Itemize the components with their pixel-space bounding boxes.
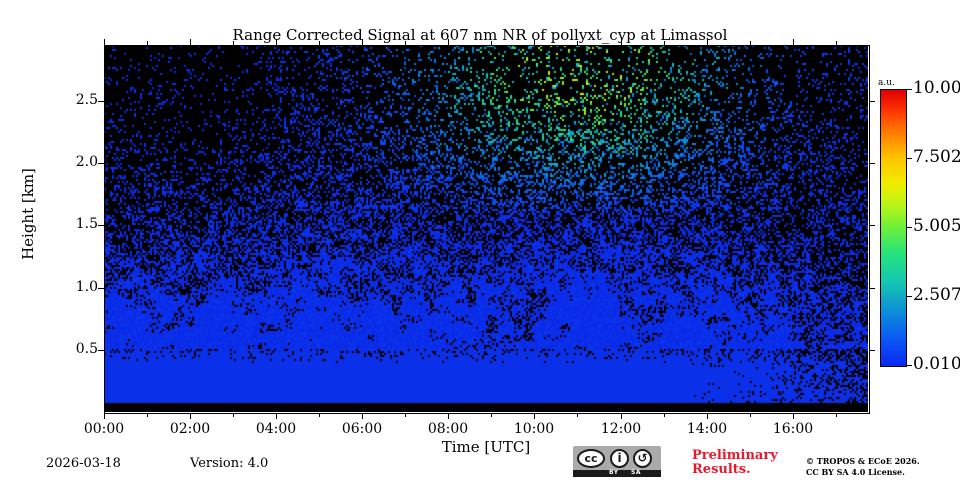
- x-tick-label-4: 08:00: [427, 421, 469, 437]
- x-tick-label-8: 16:00: [772, 421, 814, 437]
- footer-date: 2026-03-18: [46, 456, 121, 471]
- x-tick-8: [793, 413, 794, 419]
- x-tick-top-4: [448, 39, 449, 45]
- heatmap-plot-area[interactable]: [104, 45, 868, 412]
- y-tick-4: [98, 101, 104, 102]
- y-tick-right-4: [869, 101, 875, 102]
- page-title: Range Corrected Signal at 607 nm NR of p…: [232, 26, 728, 44]
- x-minor-tick: [491, 413, 492, 417]
- x-minor-tick: [836, 41, 837, 45]
- x-tick-1: [190, 413, 191, 419]
- x-tick-top-5: [534, 39, 535, 45]
- x-minor-tick: [233, 41, 234, 45]
- x-tick-label-2: 04:00: [255, 421, 297, 437]
- y-tick-right-2: [869, 225, 875, 226]
- colorbar-tick-label-3: 2.507: [913, 285, 960, 305]
- x-minor-tick: [319, 413, 320, 417]
- x-minor-tick: [750, 41, 751, 45]
- x-minor-tick: [233, 413, 234, 417]
- x-minor-tick: [147, 413, 148, 417]
- x-minor-tick: [664, 41, 665, 45]
- colorbar-unit-label: a.u.: [878, 78, 895, 88]
- x-tick-6: [621, 413, 622, 419]
- preliminary-line-1: Preliminary: [692, 448, 778, 463]
- x-minor-tick: [836, 413, 837, 417]
- cc-sharealike-icon: ↺: [633, 449, 652, 468]
- creative-commons-badge[interactable]: cc i ↺ BY SA: [573, 446, 661, 477]
- x-tick-2: [276, 413, 277, 419]
- x-minor-tick: [750, 413, 751, 417]
- x-minor-tick: [577, 413, 578, 417]
- x-axis-label: Time [UTC]: [441, 438, 531, 456]
- heatmap-canvas[interactable]: [104, 45, 868, 412]
- x-minor-tick: [491, 41, 492, 45]
- cc-by-label: BY: [609, 469, 619, 476]
- copyright-line-1: © TROPOS & ECoE 2026.: [806, 456, 920, 466]
- x-tick-label-3: 06:00: [341, 421, 383, 437]
- x-tick-label-0: 00:00: [83, 421, 125, 437]
- colorbar-tick-4: [907, 365, 912, 366]
- x-tick-3: [362, 413, 363, 419]
- colorbar-tick-label-0: 10.000: [913, 78, 960, 98]
- copyright-notice: © TROPOS & ECoE 2026. CC BY SA 4.0 Licen…: [806, 456, 920, 478]
- y-tick-0: [98, 350, 104, 351]
- colorbar-gradient[interactable]: [880, 89, 907, 367]
- x-minor-tick: [664, 413, 665, 417]
- x-tick-top-2: [276, 39, 277, 45]
- y-tick-label-0: 0.5: [75, 341, 98, 357]
- x-tick-label-1: 02:00: [169, 421, 211, 437]
- cc-by-person-icon: i: [610, 449, 629, 468]
- y-tick-1: [98, 288, 104, 289]
- colorbar-tick-3: [907, 296, 912, 297]
- cc-logo-icon: cc: [577, 449, 605, 468]
- colorbar-tick-2: [907, 227, 912, 228]
- footer-version: Version: 4.0: [190, 456, 269, 471]
- x-tick-top-7: [707, 39, 708, 45]
- y-tick-label-1: 1.0: [75, 279, 98, 295]
- x-tick-label-6: 12:00: [600, 421, 642, 437]
- x-tick-5: [534, 413, 535, 419]
- cc-badge-bottom: [573, 470, 661, 477]
- x-tick-top-1: [190, 39, 191, 45]
- x-minor-tick: [405, 413, 406, 417]
- colorbar-tick-label-4: 0.010: [913, 354, 960, 374]
- x-tick-0: [104, 413, 105, 419]
- y-tick-right-0: [869, 350, 875, 351]
- x-tick-top-3: [362, 39, 363, 45]
- y-tick-label-3: 2.0: [75, 154, 98, 170]
- x-tick-label-5: 10:00: [513, 421, 555, 437]
- x-minor-tick: [147, 41, 148, 45]
- x-tick-label-7: 14:00: [686, 421, 728, 437]
- cc-badge-top: cc i ↺: [573, 446, 661, 470]
- y-tick-label-4: 2.5: [75, 92, 98, 108]
- preliminary-results-notice: Preliminary Results.: [692, 449, 778, 477]
- y-tick-2: [98, 225, 104, 226]
- x-tick-top-8: [793, 39, 794, 45]
- colorbar-tick-label-2: 5.005: [913, 216, 960, 236]
- y-tick-label-2: 1.5: [75, 216, 98, 232]
- y-tick-right-1: [869, 288, 875, 289]
- x-minor-tick: [405, 41, 406, 45]
- colorbar-tick-1: [907, 158, 912, 159]
- y-tick-3: [98, 163, 104, 164]
- y-tick-right-3: [869, 163, 875, 164]
- colorbar-tick-0: [907, 89, 912, 90]
- preliminary-line-2: Results.: [692, 462, 751, 477]
- x-tick-7: [707, 413, 708, 419]
- x-tick-4: [448, 413, 449, 419]
- x-tick-top-0: [104, 39, 105, 45]
- x-minor-tick: [577, 41, 578, 45]
- cc-sa-label: SA: [631, 469, 641, 476]
- colorbar-tick-label-1: 7.502: [913, 147, 960, 167]
- x-minor-tick: [319, 41, 320, 45]
- y-axis-label: Height [km]: [19, 168, 37, 260]
- copyright-line-2: CC BY SA 4.0 License.: [806, 467, 905, 477]
- x-tick-top-6: [621, 39, 622, 45]
